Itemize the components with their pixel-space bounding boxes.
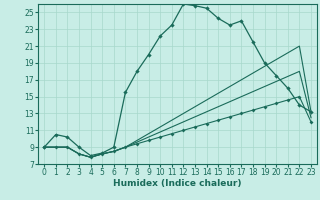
X-axis label: Humidex (Indice chaleur): Humidex (Indice chaleur) (113, 179, 242, 188)
